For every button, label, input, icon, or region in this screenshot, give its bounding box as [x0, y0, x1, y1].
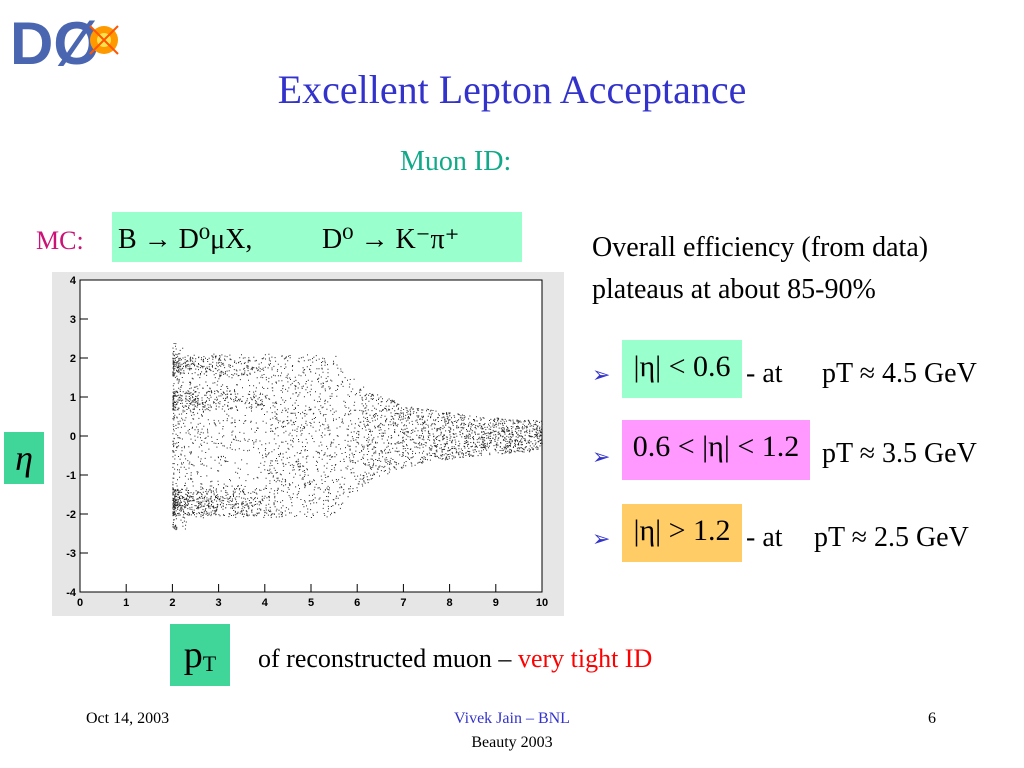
caption-main: of reconstructed muon –: [258, 644, 518, 673]
arrow-bullet-icon: ➢: [592, 444, 611, 469]
bullet-3-pt: pT ≈ 2.5 GeV: [814, 522, 969, 553]
eta-axis-label: η: [4, 432, 44, 484]
pt-symbol: p: [183, 634, 203, 676]
footer-author: Vivek Jain – BNL: [454, 710, 570, 727]
efficiency-line-2: plateaus at about 85-90%: [592, 274, 876, 305]
y-tick-label: -4: [66, 587, 77, 599]
efficiency-line-1: Overall efficiency (from data): [592, 232, 929, 263]
x-tick-label: 9: [493, 597, 499, 609]
y-tick-label: -2: [66, 509, 76, 521]
x-tick-label: 5: [308, 597, 314, 609]
footer-date: Oct 14, 2003: [86, 710, 170, 727]
mc-label: MC:: [36, 226, 84, 255]
pt-axis-label: pT: [170, 624, 230, 686]
bullet-3-at: - at: [746, 522, 783, 553]
eta-range-middle: 0.6 < |η| < 1.2: [622, 420, 810, 480]
logo-text: DØ: [10, 10, 100, 77]
bullet-1-pt: pT ≈ 4.5 GeV: [822, 358, 977, 389]
arrow-bullet-icon: ➢: [592, 526, 611, 551]
x-tick-label: 2: [169, 597, 175, 609]
x-tick-label: 6: [354, 597, 360, 609]
bullet-1-at: - at: [746, 358, 783, 389]
y-tick-label: 0: [70, 431, 76, 443]
eta-range-central: |η| < 0.6: [622, 340, 742, 398]
pt-caption: of reconstructed muon – very tight ID: [258, 644, 652, 674]
x-tick-label: 3: [216, 597, 222, 609]
slide-title: Excellent Lepton Acceptance: [277, 67, 747, 112]
y-tick-label: 3: [70, 314, 76, 326]
d0-logo: DØ: [10, 10, 142, 77]
x-tick-label: 8: [447, 597, 453, 609]
scatter-points: [172, 343, 543, 531]
x-tick-label: 7: [400, 597, 406, 609]
y-tick-label: -3: [66, 548, 76, 560]
x-tick-label: 10: [536, 597, 548, 609]
decay-b: B → D⁰μX,: [118, 224, 253, 255]
footer-page-number: 6: [928, 710, 936, 727]
x-tick-label: 4: [262, 597, 269, 609]
mc-decay-box: B → D⁰μX, D⁰ → K⁻π⁺: [112, 212, 522, 262]
y-tick-label: 2: [70, 353, 76, 365]
pt-subscript: T: [202, 651, 217, 676]
footer-event: Beauty 2003: [471, 734, 553, 751]
arrow-bullet-icon: ➢: [592, 362, 611, 387]
bullet-2-pt: pT ≈ 3.5 GeV: [822, 438, 977, 469]
y-tick-label: 4: [70, 275, 77, 287]
y-tick-label: -1: [66, 470, 76, 482]
x-tick-label: 0: [77, 597, 83, 609]
y-tick-label: 1: [70, 392, 76, 404]
x-tick-label: 1: [123, 597, 129, 609]
slide-subtitle: Muon ID:: [400, 146, 512, 177]
decay-d0: D⁰ → K⁻π⁺: [322, 224, 460, 255]
caption-highlight: very tight ID: [517, 644, 653, 673]
eta-range-forward: |η| > 1.2: [622, 504, 742, 562]
